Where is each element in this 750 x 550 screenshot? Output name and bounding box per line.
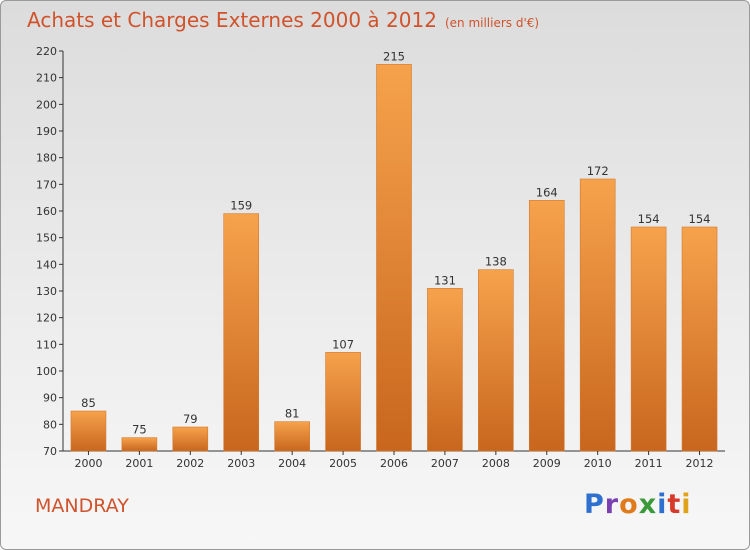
x-tick-label: 2011 <box>635 457 663 470</box>
bar <box>376 64 412 452</box>
x-tick-label: 2002 <box>176 457 204 470</box>
y-tick-label: 90 <box>43 392 57 405</box>
x-tick-label: 2004 <box>278 457 306 470</box>
y-tick-label: 80 <box>43 418 57 431</box>
logo-letter: t <box>667 489 682 520</box>
bar <box>121 437 158 452</box>
x-tick-label: 2005 <box>329 457 357 470</box>
bar <box>630 226 667 452</box>
y-tick-label: 120 <box>36 312 57 325</box>
y-tick-label: 130 <box>36 285 57 298</box>
data-label: 215 <box>383 49 405 63</box>
bar <box>478 269 514 452</box>
data-label: 164 <box>536 185 558 199</box>
bar <box>681 226 718 452</box>
bar <box>528 200 565 452</box>
x-tick-label: 2010 <box>584 457 612 470</box>
logo-letter: P <box>584 489 605 520</box>
bar <box>325 352 361 452</box>
data-label: 107 <box>332 337 354 351</box>
logo-letter: o <box>619 489 639 520</box>
chart-title: Achats et Charges Externes 2000 à 2012 (e… <box>27 8 539 32</box>
y-tick-label: 220 <box>36 45 57 58</box>
data-label: 131 <box>434 273 456 287</box>
y-tick-label: 100 <box>36 365 57 378</box>
bar <box>579 178 616 452</box>
x-tick-label: 2006 <box>380 457 408 470</box>
proxiti-logo: Proxiti <box>584 489 692 520</box>
data-label: 138 <box>485 255 507 269</box>
y-tick-label: 110 <box>36 338 57 351</box>
logo-letter: x <box>638 489 658 520</box>
bar <box>274 421 310 452</box>
y-tick-label: 140 <box>36 258 57 271</box>
x-tick-label: 2003 <box>227 457 255 470</box>
y-tick-label: 180 <box>36 152 57 165</box>
chart-subtitle: (en milliers d'€) <box>444 16 540 30</box>
data-label: 159 <box>230 199 252 213</box>
data-label: 81 <box>285 407 300 421</box>
data-label: 154 <box>689 212 711 226</box>
y-tick-label: 170 <box>36 178 57 191</box>
y-tick-label: 160 <box>36 205 57 218</box>
y-tick-label: 190 <box>36 125 57 138</box>
bar <box>427 288 463 452</box>
y-tick-label: 150 <box>36 232 57 245</box>
bar <box>70 410 107 452</box>
data-label: 75 <box>132 423 147 437</box>
x-tick-label: 2000 <box>74 457 102 470</box>
chart-title-main: Achats et Charges Externes 2000 à 2012 <box>27 8 437 32</box>
x-tick-label: 2012 <box>686 457 714 470</box>
data-label: 85 <box>81 396 96 410</box>
data-label: 154 <box>638 212 660 226</box>
logo-letter: i <box>681 489 692 520</box>
data-label: 172 <box>587 164 609 178</box>
x-tick-label: 2007 <box>431 457 459 470</box>
bar <box>223 213 260 452</box>
logo-letter: r <box>604 489 620 520</box>
y-tick-label: 210 <box>36 72 57 85</box>
y-tick-label: 70 <box>43 445 57 458</box>
data-label: 79 <box>183 412 198 426</box>
commune-name: MANDRAY <box>35 495 129 517</box>
logo-letter: i <box>657 489 668 520</box>
x-tick-label: 2009 <box>533 457 561 470</box>
x-tick-label: 2008 <box>482 457 510 470</box>
x-tick-label: 2001 <box>125 457 153 470</box>
y-tick-label: 200 <box>36 98 57 111</box>
bar <box>172 426 209 452</box>
